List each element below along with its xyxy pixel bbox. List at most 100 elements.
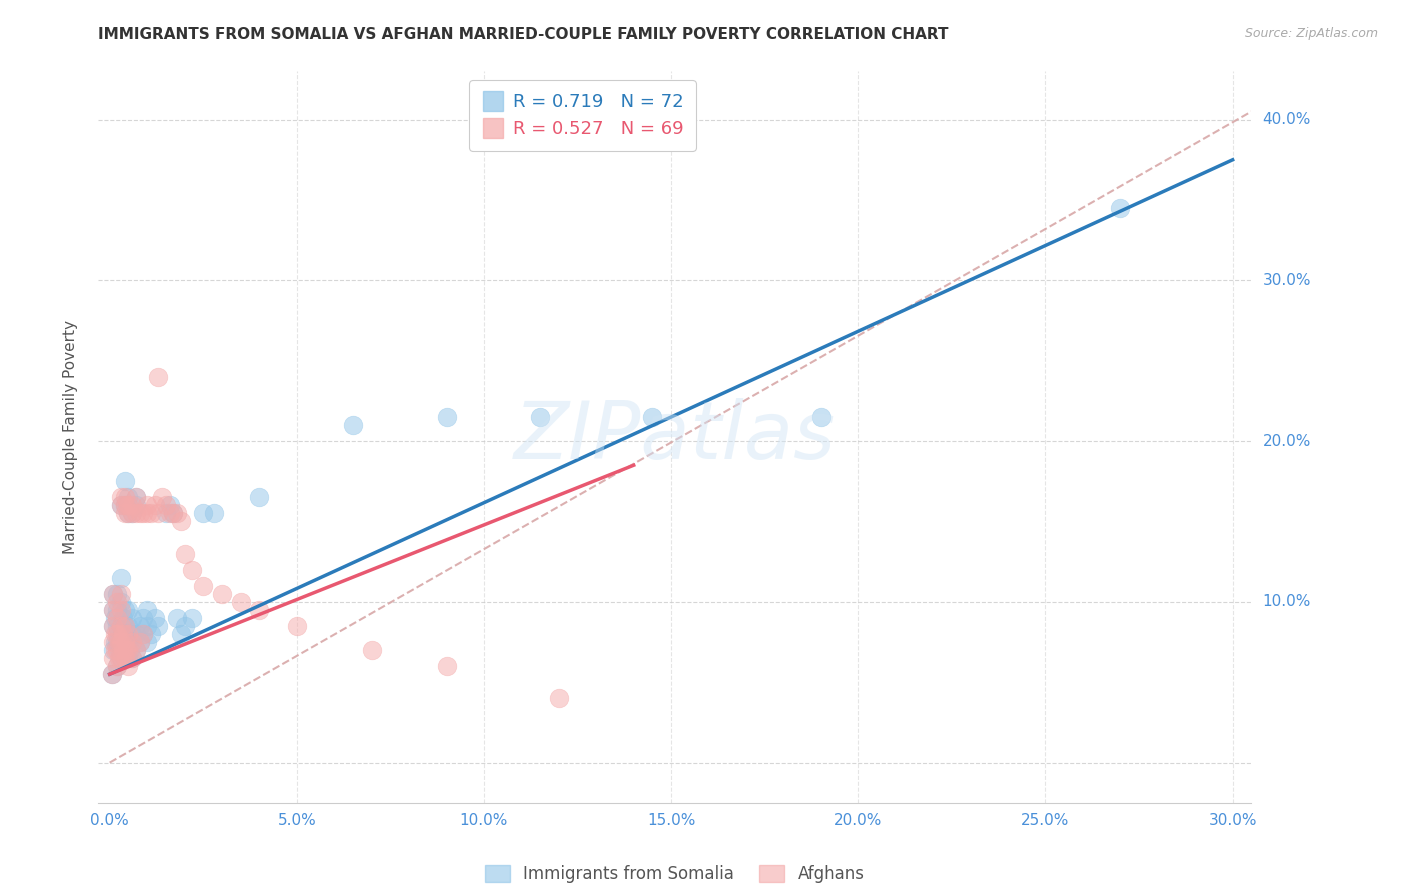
Point: [132, 627, 155, 641]
Point: [436, 409, 458, 424]
Point: [105, 659, 128, 673]
Point: [132, 627, 155, 641]
Point: [121, 627, 143, 641]
Point: [121, 651, 143, 665]
Point: [162, 507, 184, 521]
Point: [166, 611, 188, 625]
Point: [115, 643, 138, 657]
Point: [193, 507, 215, 521]
Point: [105, 635, 128, 649]
Point: [125, 643, 148, 657]
Point: [128, 635, 150, 649]
Point: [108, 651, 131, 665]
Point: [103, 619, 125, 633]
Point: [117, 619, 139, 633]
Point: [111, 627, 134, 641]
Point: [105, 595, 128, 609]
Point: [229, 595, 252, 609]
Legend: Immigrants from Somalia, Afghans: Immigrants from Somalia, Afghans: [478, 858, 872, 889]
Point: [105, 587, 128, 601]
Text: 30.0%: 30.0%: [1263, 273, 1310, 288]
Point: [143, 611, 166, 625]
Point: [193, 579, 215, 593]
Point: [108, 627, 131, 641]
Point: [810, 409, 832, 424]
Point: [148, 507, 170, 521]
Text: IMMIGRANTS FROM SOMALIA VS AFGHAN MARRIED-COUPLE FAMILY POVERTY CORRELATION CHAR: IMMIGRANTS FROM SOMALIA VS AFGHAN MARRIE…: [98, 27, 949, 42]
Point: [115, 627, 138, 641]
Point: [110, 603, 132, 617]
Point: [117, 643, 139, 657]
Text: 40.0%: 40.0%: [1263, 112, 1310, 127]
Point: [204, 507, 226, 521]
Point: [529, 409, 551, 424]
Point: [547, 691, 569, 706]
Point: [110, 571, 132, 585]
Point: [121, 611, 143, 625]
Point: [117, 499, 139, 513]
Point: [111, 611, 134, 625]
Point: [125, 643, 148, 657]
Point: [110, 651, 132, 665]
Point: [105, 643, 128, 657]
Point: [128, 619, 150, 633]
Point: [162, 507, 184, 521]
Point: [136, 635, 159, 649]
Point: [342, 417, 364, 432]
Point: [103, 635, 125, 649]
Point: [360, 643, 382, 657]
Point: [110, 619, 132, 633]
Text: 20.0%: 20.0%: [1263, 434, 1310, 449]
Point: [114, 499, 136, 513]
Point: [159, 499, 181, 513]
Point: [104, 627, 127, 641]
Point: [117, 507, 139, 521]
Point: [136, 499, 159, 513]
Point: [114, 491, 136, 505]
Point: [110, 499, 132, 513]
Point: [114, 603, 136, 617]
Point: [148, 369, 170, 384]
Point: [247, 491, 270, 505]
Point: [125, 627, 148, 641]
Point: [114, 619, 136, 633]
Point: [103, 643, 125, 657]
Point: [159, 507, 181, 521]
Point: [103, 587, 125, 601]
Point: [121, 507, 143, 521]
Point: [105, 627, 128, 641]
Point: [105, 619, 128, 633]
Point: [128, 635, 150, 649]
Point: [111, 627, 134, 641]
Point: [1109, 201, 1132, 215]
Point: [110, 491, 132, 505]
Point: [114, 635, 136, 649]
Point: [139, 507, 162, 521]
Point: [103, 587, 125, 601]
Point: [211, 587, 233, 601]
Point: [121, 499, 143, 513]
Point: [114, 651, 136, 665]
Point: [128, 507, 150, 521]
Point: [117, 627, 139, 641]
Point: [105, 659, 128, 673]
Point: [121, 507, 143, 521]
Text: Source: ZipAtlas.com: Source: ZipAtlas.com: [1244, 27, 1378, 40]
Point: [170, 627, 193, 641]
Point: [436, 659, 458, 673]
Point: [104, 643, 127, 657]
Point: [143, 499, 166, 513]
Point: [105, 611, 128, 625]
Point: [110, 587, 132, 601]
Point: [103, 603, 125, 617]
Point: [114, 507, 136, 521]
Point: [181, 611, 204, 625]
Point: [247, 603, 270, 617]
Point: [103, 603, 125, 617]
Point: [117, 651, 139, 665]
Point: [125, 491, 148, 505]
Point: [114, 619, 136, 633]
Point: [173, 619, 195, 633]
Point: [136, 507, 159, 521]
Point: [105, 603, 128, 617]
